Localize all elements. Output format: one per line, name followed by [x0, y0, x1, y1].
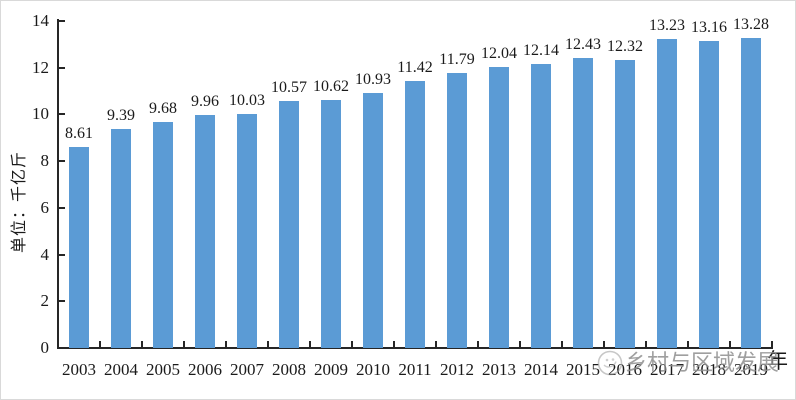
bar-value-label: 10.03	[229, 91, 265, 109]
x-axis-tick-label: 2016	[608, 360, 642, 379]
bar-2015	[573, 57, 593, 348]
bar-2008	[279, 101, 299, 348]
y-axis-tick-label: 4	[40, 244, 50, 264]
x-axis-tick-label: 2011	[398, 360, 432, 379]
x-axis-tick	[183, 341, 185, 347]
x-axis-tick	[141, 341, 143, 347]
y-axis-tick-label: 8	[40, 151, 50, 171]
bar-value-label: 8.61	[65, 124, 93, 142]
x-axis-tick	[603, 341, 605, 347]
x-axis-tick	[393, 341, 395, 347]
bar-value-label: 9.96	[191, 93, 219, 111]
x-axis-tick-label: 2018	[692, 360, 726, 379]
x-axis-tick	[729, 341, 731, 347]
x-axis-tick	[267, 341, 269, 347]
x-axis-tick-label: 2005	[146, 360, 180, 379]
x-axis-tick	[519, 341, 521, 347]
y-axis-tick-label: 12	[32, 57, 49, 77]
x-axis-tick	[687, 341, 689, 347]
bar-value-label: 12.04	[481, 44, 517, 62]
x-axis-tick-label: 2015	[566, 360, 600, 379]
x-axis-tick	[435, 341, 437, 347]
bar-2003	[69, 146, 89, 348]
bar-value-label: 12.14	[523, 42, 559, 60]
x-axis-tick	[351, 341, 353, 347]
x-axis-line	[57, 347, 773, 349]
bar-value-label: 12.32	[607, 38, 643, 56]
x-axis-tick-label: 2004	[104, 360, 138, 379]
bar-2019	[741, 37, 761, 348]
y-axis-tick	[59, 66, 65, 69]
bar-2013	[489, 66, 509, 348]
bar-value-label: 11.79	[439, 50, 475, 68]
bar-value-label: 11.42	[397, 59, 433, 77]
x-axis-tick	[309, 341, 311, 347]
x-axis-tick-label: 2007	[230, 360, 264, 379]
x-axis-tick-label: 2008	[272, 360, 306, 379]
x-axis-tick-label: 2003	[62, 360, 96, 379]
x-axis-title: 年	[767, 349, 788, 373]
bar-value-label: 10.57	[271, 79, 307, 97]
y-axis-tick-label: 0	[40, 338, 50, 357]
x-axis-tick-label: 2010	[356, 360, 390, 379]
x-axis-tick	[645, 341, 647, 347]
x-axis-tick	[771, 341, 773, 347]
x-axis-tick	[99, 341, 101, 347]
bar-2009	[321, 99, 341, 348]
x-axis-tick-label: 2006	[188, 360, 222, 379]
y-axis-tick	[59, 253, 65, 256]
bar-value-label: 12.43	[565, 35, 601, 53]
bar-value-label: 13.16	[691, 18, 727, 36]
x-axis-tick	[561, 341, 563, 347]
x-axis-tick-label: 2009	[314, 360, 348, 379]
x-axis-tick-label: 2012	[440, 360, 474, 379]
y-axis-tick-label: 6	[40, 197, 50, 217]
bar-value-label: 13.23	[649, 16, 685, 34]
bar-2011	[405, 81, 425, 348]
bar-2016	[615, 60, 635, 348]
bar-2005	[153, 121, 173, 348]
bar-value-label: 9.39	[107, 106, 135, 124]
bar-2007	[237, 113, 257, 348]
bar-2017	[657, 38, 677, 348]
y-axis-tick-label: 2	[40, 291, 50, 311]
y-axis-tick	[59, 20, 65, 22]
x-axis-tick-label: 2013	[482, 360, 516, 379]
bar-value-label: 10.93	[355, 70, 391, 88]
bar-2014	[531, 64, 551, 348]
bar-2018	[699, 40, 719, 348]
y-axis-tick	[59, 160, 65, 163]
y-axis-tick	[59, 300, 65, 303]
y-axis-tick	[59, 206, 65, 209]
x-axis-tick-label: 2019	[734, 360, 768, 379]
y-axis-line	[57, 19, 59, 349]
x-axis-tick	[477, 341, 479, 347]
bar-2004	[111, 128, 131, 348]
y-axis-tick	[59, 113, 65, 116]
y-axis-tick-label: 14	[32, 11, 49, 30]
bar-value-label: 10.62	[313, 77, 349, 95]
bar-2006	[195, 115, 215, 348]
x-axis-tick	[225, 341, 227, 347]
bar-2010	[363, 92, 383, 348]
bar-2012	[447, 72, 467, 348]
bar-value-label: 13.28	[733, 15, 769, 33]
x-axis-tick-label: 2017	[650, 360, 684, 379]
x-axis-tick-label: 2014	[524, 360, 558, 379]
bar-value-label: 9.68	[149, 99, 177, 117]
y-axis-tick-label: 10	[32, 104, 49, 124]
